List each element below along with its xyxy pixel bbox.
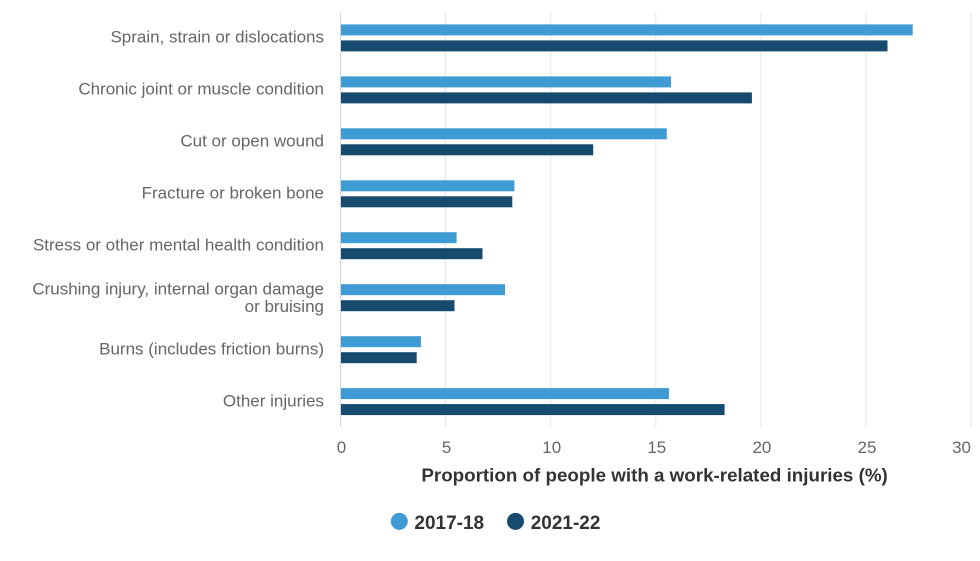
- svg-text:or bruising: or bruising: [245, 297, 324, 316]
- svg-text:20: 20: [752, 438, 771, 457]
- svg-text:Fracture or broken bone: Fracture or broken bone: [142, 184, 324, 203]
- svg-text:30: 30: [952, 438, 971, 457]
- svg-text:25: 25: [858, 438, 877, 457]
- svg-text:Crushing injury, internal orga: Crushing injury, internal organ damage: [32, 279, 324, 298]
- svg-text:10: 10: [542, 438, 561, 457]
- svg-text:15: 15: [647, 438, 666, 457]
- svg-text:5: 5: [442, 438, 451, 457]
- svg-text:Sprain, strain or dislocations: Sprain, strain or dislocations: [110, 28, 324, 47]
- svg-text:0: 0: [337, 438, 346, 457]
- svg-text:2017-18: 2017-18: [414, 513, 484, 534]
- svg-text:Stress or other mental health: Stress or other mental health condition: [33, 236, 324, 255]
- svg-text:Proportion of people with a wo: Proportion of people with a work-related…: [421, 465, 887, 486]
- svg-text:2021-22: 2021-22: [531, 513, 601, 534]
- svg-text:Other injuries: Other injuries: [223, 391, 324, 410]
- svg-text:Chronic joint or muscle condit: Chronic joint or muscle condition: [78, 80, 324, 99]
- svg-text:Cut or open wound: Cut or open wound: [180, 132, 324, 151]
- svg-text:Burns (includes friction burns: Burns (includes friction burns): [99, 340, 324, 359]
